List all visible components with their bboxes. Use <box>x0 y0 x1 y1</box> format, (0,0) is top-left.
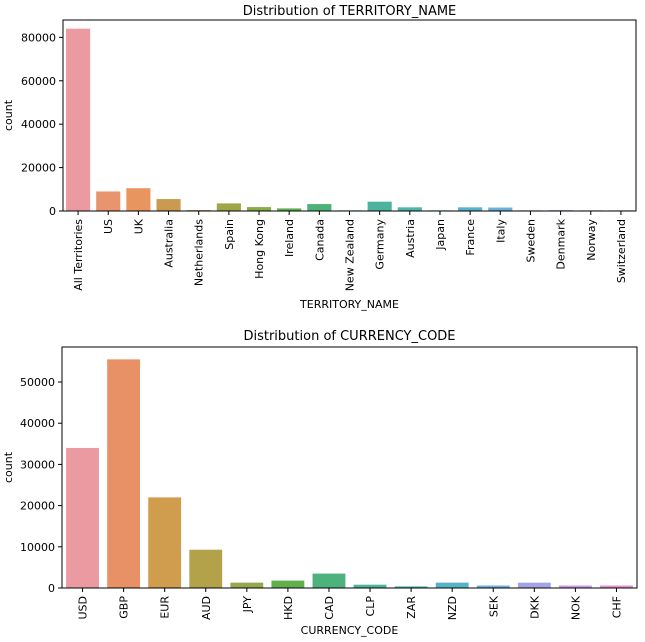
bar-nzd <box>435 582 469 588</box>
bar-hong-kong <box>246 207 272 211</box>
y-tick-label: 0 <box>48 582 55 595</box>
x-tick-label: Spain <box>223 219 236 250</box>
bar-aud <box>189 549 223 588</box>
plot-frame <box>61 346 638 589</box>
x-tick-label: CLP <box>364 596 377 617</box>
x-tick-label: NOK <box>569 595 582 620</box>
x-tick-label: CHF <box>610 596 623 618</box>
bar-canada <box>307 204 332 211</box>
x-tick-label: Sweden <box>524 219 537 262</box>
x-tick-label: Netherlands <box>193 219 206 286</box>
bar-france <box>458 207 483 211</box>
bar-cad <box>312 573 346 588</box>
chart-title: Distribution of TERRITORY_NAME <box>243 4 457 19</box>
bar-austria <box>397 207 422 211</box>
bar-nok <box>558 585 592 588</box>
x-tick-label: Italy <box>494 219 507 243</box>
bar-germany <box>367 201 392 211</box>
x-tick-label: France <box>464 219 477 256</box>
x-axis-label: TERRITORY_NAME <box>299 298 399 311</box>
bar-zar <box>394 586 428 588</box>
bar-ireland <box>277 208 302 211</box>
x-tick-label: Australia <box>163 219 176 268</box>
y-axis-label: count <box>2 99 15 131</box>
bar-chf <box>600 585 633 588</box>
bar-gbp <box>107 359 141 588</box>
bar-dkk <box>517 582 551 588</box>
x-tick-label: JPY <box>241 596 254 614</box>
x-tick-label: GBP <box>118 596 131 619</box>
bar-hkd <box>271 580 305 588</box>
y-tick-label: 20000 <box>21 162 56 175</box>
x-tick-label: Hong Kong <box>253 219 266 279</box>
bar-italy <box>488 207 513 211</box>
x-tick-label: US <box>102 219 115 234</box>
x-tick-label: HKD <box>282 596 295 620</box>
bar-sek <box>476 585 510 588</box>
x-tick-label: Denmark <box>555 218 568 269</box>
x-tick-label: Germany <box>374 219 387 270</box>
x-tick-label: Norway <box>585 219 598 261</box>
bar-us <box>96 191 121 211</box>
y-tick-label: 60000 <box>21 75 56 88</box>
x-tick-label: Japan <box>434 219 447 251</box>
bar-spain <box>216 203 241 211</box>
x-tick-label: Switzerland <box>615 219 628 283</box>
x-tick-label: New Zealand <box>344 219 357 291</box>
territory-chart: 0 20000 40000 60000 80000 All Territories US UK… <box>2 4 637 311</box>
y-tick-label: 80000 <box>21 31 56 44</box>
x-tick-label: All Territories <box>72 219 85 291</box>
plot-frame <box>62 19 637 212</box>
x-tick-label: Canada <box>313 219 326 261</box>
x-tick-label: CAD <box>323 596 336 620</box>
bar-australia <box>156 199 181 211</box>
x-tick-label: USD <box>77 596 90 620</box>
x-tick-label: NZD <box>446 596 459 620</box>
x-tick-label: DKK <box>528 595 541 619</box>
bar-usd <box>66 447 99 588</box>
bar-eur <box>148 497 182 588</box>
y-axis-label: count <box>2 451 15 483</box>
bar-clp <box>353 584 387 588</box>
x-tick-label: ZAR <box>405 596 418 619</box>
currency-chart: 0 10000 20000 30000 40000 50000 USD GBP EUR AUD JP… <box>2 329 638 637</box>
x-tick-label: SEK <box>487 595 500 617</box>
bar-all-territories <box>66 28 91 212</box>
x-tick-label: EUR <box>159 596 172 619</box>
chart-title: Distribution of CURRENCY_CODE <box>243 329 455 344</box>
y-tick-label: 40000 <box>20 417 55 430</box>
y-tick-label: 50000 <box>20 376 55 389</box>
x-tick-label: Ireland <box>283 219 296 257</box>
y-tick-label: 40000 <box>21 118 56 131</box>
bar-jpy <box>230 582 264 588</box>
x-tick-label: UK <box>132 218 145 234</box>
y-tick-label: 20000 <box>20 500 55 513</box>
y-tick-label: 30000 <box>20 458 55 471</box>
y-tick-label: 0 <box>49 205 56 218</box>
bar-uk <box>126 188 151 211</box>
x-tick-label: Austria <box>404 219 417 258</box>
x-axis-label: CURRENCY_CODE <box>301 624 399 637</box>
y-tick-label: 10000 <box>20 541 55 554</box>
x-tick-label: AUD <box>200 596 213 620</box>
